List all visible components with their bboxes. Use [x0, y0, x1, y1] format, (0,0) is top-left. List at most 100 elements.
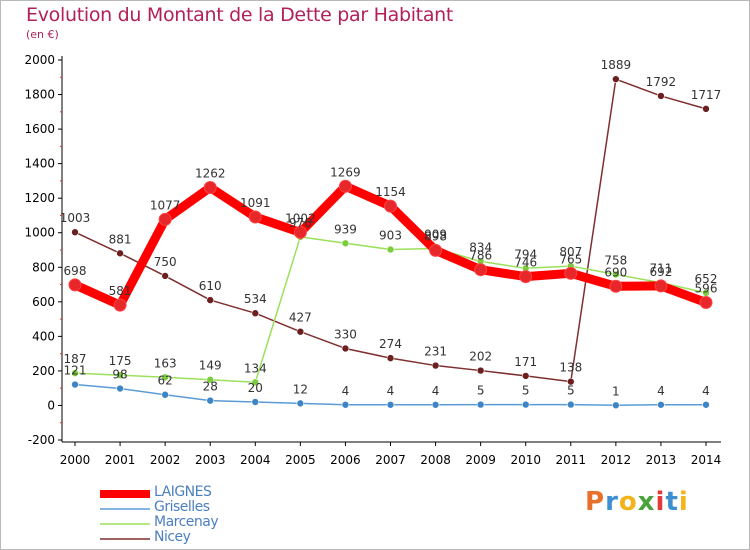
- data-label-griselles: 121: [64, 364, 87, 378]
- data-label-marcenay: 149: [199, 359, 222, 373]
- data-label-nicey: 231: [424, 345, 447, 359]
- data-point-griselles: [116, 384, 124, 393]
- data-label-marcenay: 794: [514, 247, 537, 261]
- data-label-nicey: 610: [199, 279, 222, 293]
- data-label-laignes: 698: [64, 264, 87, 278]
- x-tick-label: 2006: [330, 453, 361, 467]
- y-tick-label: 1000: [24, 226, 55, 240]
- data-point-laignes: [68, 278, 82, 292]
- data-point-griselles: [251, 398, 260, 406]
- data-label-nicey: 427: [289, 311, 312, 325]
- data-point-nicey: [296, 327, 305, 336]
- data-label-nicey: 138: [559, 361, 582, 375]
- data-point-griselles: [657, 400, 665, 409]
- y-tick-label: 0: [47, 398, 55, 412]
- data-point-nicey: [251, 309, 260, 318]
- data-label-laignes: 765: [559, 252, 582, 266]
- data-point-nicey: [386, 354, 395, 362]
- data-point-laignes: [203, 180, 217, 194]
- data-label-griselles: 62: [158, 374, 173, 388]
- logo-letter: P: [585, 487, 606, 517]
- data-point-nicey: [161, 272, 169, 280]
- data-label-nicey: 202: [469, 350, 492, 364]
- x-tick-label: 2008: [420, 453, 451, 467]
- data-point-laignes: [519, 270, 533, 284]
- data-label-marcenay: 711: [649, 262, 672, 276]
- data-point-marcenay: [251, 378, 260, 387]
- legend-swatch-griselles: [100, 508, 150, 510]
- y-tick-label: 1600: [24, 122, 55, 136]
- data-label-nicey: 1792: [646, 75, 677, 89]
- data-label-marcenay: 939: [334, 222, 357, 236]
- data-label-laignes: 690: [604, 265, 627, 279]
- data-point-griselles: [296, 399, 305, 408]
- data-label-nicey: 534: [244, 292, 267, 306]
- data-point-griselles: [521, 400, 530, 409]
- data-label-marcenay: 976: [289, 216, 312, 230]
- data-label-nicey: 171: [514, 355, 537, 369]
- data-point-laignes: [293, 225, 307, 239]
- x-tick-label: 2000: [60, 453, 91, 467]
- data-label-griselles: 4: [657, 384, 665, 398]
- logo-letter: o: [618, 487, 638, 517]
- y-tick-label: 600: [32, 295, 55, 309]
- legend-label-laignes: LAIGNES: [154, 484, 212, 500]
- x-tick-label: 2012: [601, 453, 632, 467]
- data-point-marcenay: [161, 373, 169, 382]
- logo-letter: i: [678, 487, 689, 517]
- data-point-griselles: [341, 400, 350, 409]
- data-label-laignes: 1077: [150, 198, 181, 212]
- data-point-laignes: [338, 179, 352, 193]
- x-tick-label: 2007: [375, 453, 406, 467]
- data-point-nicey: [657, 92, 665, 100]
- x-tick-label: 2004: [240, 453, 271, 467]
- data-label-griselles: 5: [477, 384, 485, 398]
- y-tick-label: 400: [32, 329, 55, 343]
- legend-swatch-laignes: [100, 490, 150, 498]
- data-label-marcenay: 652: [695, 272, 718, 286]
- data-point-marcenay: [341, 239, 350, 248]
- data-point-laignes: [158, 212, 172, 226]
- y-tick-label: 800: [32, 260, 55, 274]
- data-point-nicey: [116, 249, 124, 258]
- data-point-griselles: [71, 380, 79, 389]
- data-point-laignes: [429, 243, 443, 257]
- proxiti-logo: Proxiti: [585, 487, 689, 517]
- y-tick-label: 1400: [24, 157, 55, 171]
- data-point-nicey: [476, 366, 485, 375]
- data-point-marcenay: [612, 270, 620, 279]
- x-tick-label: 2010: [510, 453, 541, 467]
- data-point-laignes: [699, 296, 713, 310]
- data-label-laignes: 1091: [240, 196, 271, 210]
- x-tick-label: 2011: [556, 453, 587, 467]
- data-label-nicey: 1003: [60, 211, 91, 225]
- data-label-nicey: 274: [379, 337, 402, 351]
- data-point-griselles: [612, 401, 620, 410]
- data-label-griselles: 1: [612, 384, 620, 398]
- y-tick-label: -200: [28, 433, 55, 447]
- data-label-marcenay: 903: [379, 228, 402, 242]
- data-label-griselles: 4: [432, 384, 440, 398]
- data-label-marcenay: 807: [559, 245, 582, 259]
- data-point-nicey: [566, 377, 575, 386]
- data-label-griselles: 4: [387, 384, 395, 398]
- logo-letter: r: [605, 487, 619, 517]
- data-label-nicey: 1889: [601, 58, 632, 72]
- legend-label-marcenay: Marcenay: [154, 514, 219, 530]
- data-point-nicey: [431, 361, 440, 370]
- data-label-marcenay: 163: [154, 356, 177, 370]
- data-label-griselles: 20: [248, 381, 263, 395]
- data-label-griselles: 5: [522, 384, 530, 398]
- chart-title: Evolution du Montant de la Dette par Hab…: [26, 4, 454, 26]
- data-point-marcenay: [71, 369, 79, 377]
- data-point-marcenay: [386, 245, 395, 254]
- data-point-griselles: [566, 400, 575, 409]
- data-point-griselles: [476, 400, 485, 409]
- data-point-griselles: [161, 390, 169, 399]
- data-point-marcenay: [206, 375, 215, 384]
- data-point-griselles: [431, 400, 440, 409]
- y-tick-label: 1200: [24, 191, 55, 205]
- data-point-laignes: [474, 263, 488, 277]
- data-label-griselles: 4: [702, 384, 710, 398]
